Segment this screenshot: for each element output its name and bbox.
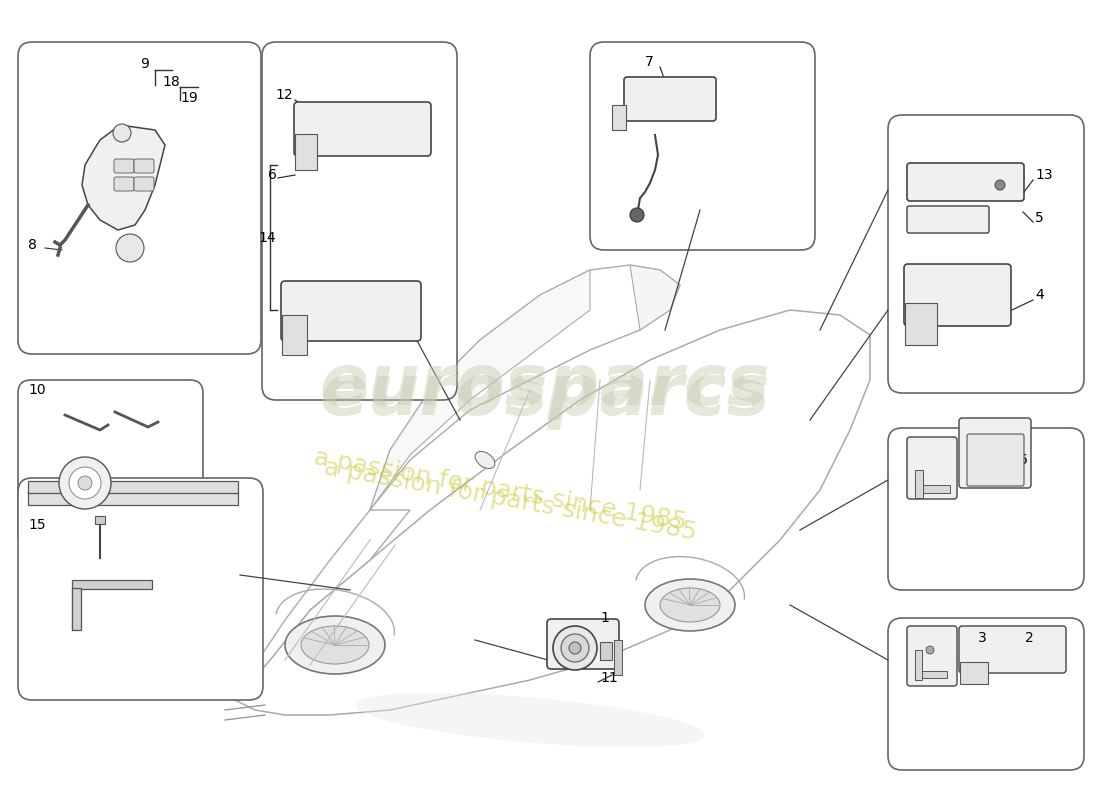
Circle shape: [569, 642, 581, 654]
Bar: [960, 662, 988, 684]
Ellipse shape: [301, 626, 368, 664]
FancyBboxPatch shape: [908, 626, 957, 686]
Bar: [282, 315, 307, 355]
Text: eurosparcs: eurosparcs: [320, 361, 770, 430]
Circle shape: [630, 208, 644, 222]
Text: 19: 19: [180, 91, 198, 105]
Ellipse shape: [51, 399, 69, 425]
FancyBboxPatch shape: [114, 159, 134, 173]
Bar: [915, 470, 923, 498]
Circle shape: [69, 467, 101, 499]
Bar: [915, 671, 947, 678]
Bar: [28, 481, 238, 493]
FancyBboxPatch shape: [624, 77, 716, 121]
Circle shape: [926, 646, 934, 654]
FancyBboxPatch shape: [888, 428, 1084, 590]
Bar: [600, 642, 612, 660]
Text: 1: 1: [600, 611, 609, 625]
Polygon shape: [370, 270, 590, 510]
Text: 12: 12: [275, 88, 293, 102]
FancyBboxPatch shape: [134, 177, 154, 191]
FancyBboxPatch shape: [547, 619, 619, 669]
Polygon shape: [235, 510, 410, 700]
Polygon shape: [235, 680, 260, 700]
FancyBboxPatch shape: [18, 42, 261, 354]
Bar: [72, 580, 152, 589]
Bar: [614, 640, 622, 675]
FancyBboxPatch shape: [18, 478, 263, 700]
FancyBboxPatch shape: [262, 42, 456, 400]
Circle shape: [59, 457, 111, 509]
Text: 10: 10: [28, 383, 45, 397]
Ellipse shape: [355, 693, 704, 747]
Circle shape: [996, 180, 1005, 190]
Text: 2: 2: [1025, 631, 1034, 645]
Text: a passion for parts since 1985: a passion for parts since 1985: [311, 446, 689, 534]
Polygon shape: [630, 265, 680, 330]
Ellipse shape: [100, 395, 120, 421]
Ellipse shape: [645, 579, 735, 631]
FancyBboxPatch shape: [908, 206, 989, 233]
Ellipse shape: [475, 451, 495, 469]
FancyBboxPatch shape: [294, 102, 431, 156]
Polygon shape: [82, 125, 165, 230]
Text: 15: 15: [28, 518, 45, 532]
Circle shape: [553, 626, 597, 670]
Text: a passion for parts since 1985: a passion for parts since 1985: [321, 455, 698, 545]
Text: 8: 8: [28, 238, 37, 252]
Text: 14: 14: [258, 231, 276, 245]
FancyBboxPatch shape: [134, 159, 154, 173]
Ellipse shape: [285, 616, 385, 674]
Bar: [905, 303, 937, 345]
Circle shape: [113, 124, 131, 142]
Circle shape: [116, 234, 144, 262]
Text: 11: 11: [600, 671, 618, 685]
FancyBboxPatch shape: [18, 380, 203, 548]
FancyBboxPatch shape: [888, 115, 1084, 393]
Text: 18: 18: [162, 75, 179, 89]
Circle shape: [78, 476, 92, 490]
Text: 4: 4: [1035, 288, 1044, 302]
Bar: [915, 485, 950, 493]
FancyBboxPatch shape: [908, 437, 957, 499]
Circle shape: [561, 634, 588, 662]
FancyBboxPatch shape: [959, 626, 1066, 673]
Text: 7: 7: [645, 55, 653, 69]
Text: 17: 17: [970, 453, 988, 467]
FancyBboxPatch shape: [908, 163, 1024, 201]
FancyBboxPatch shape: [888, 618, 1084, 770]
Bar: [95, 516, 104, 524]
Ellipse shape: [660, 588, 720, 622]
FancyBboxPatch shape: [904, 264, 1011, 326]
FancyBboxPatch shape: [959, 418, 1031, 488]
Text: 6: 6: [268, 168, 277, 182]
Text: 13: 13: [1035, 168, 1053, 182]
FancyBboxPatch shape: [967, 434, 1024, 486]
Text: 3: 3: [978, 631, 987, 645]
Text: eurosparcs: eurosparcs: [320, 350, 770, 419]
Text: 9: 9: [140, 57, 148, 71]
Bar: [915, 650, 922, 680]
Bar: [295, 134, 317, 170]
FancyBboxPatch shape: [590, 42, 815, 250]
FancyBboxPatch shape: [280, 281, 421, 341]
Text: 16: 16: [1010, 453, 1027, 467]
Bar: [612, 105, 626, 130]
Bar: [28, 492, 238, 505]
Text: 5: 5: [1035, 211, 1044, 225]
FancyBboxPatch shape: [114, 177, 134, 191]
Bar: [72, 588, 81, 630]
